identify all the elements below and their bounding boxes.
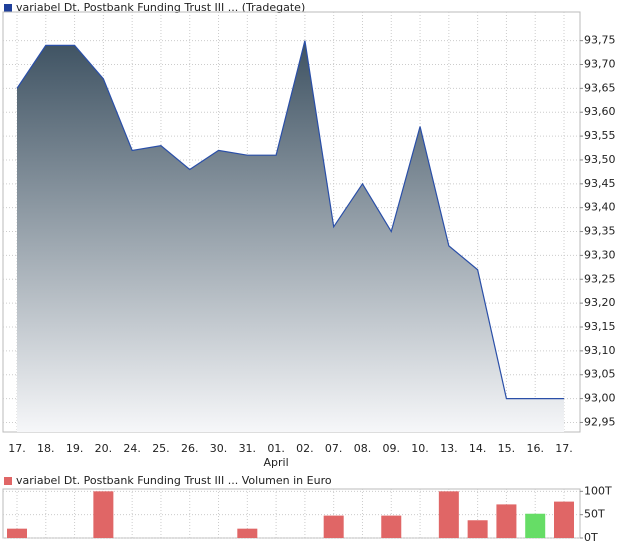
plot-frame <box>2 488 581 539</box>
line <box>16 40 564 400</box>
x-tick-label: 24. <box>123 442 141 455</box>
x-tick-label: 19. <box>66 442 84 455</box>
x-tick-label: 30. <box>210 442 228 455</box>
y-tick-label: 50T <box>584 508 605 521</box>
legend-swatch <box>4 4 12 12</box>
x-tick-label: 26. <box>181 442 199 455</box>
bar <box>323 515 344 538</box>
y-tick-label: 93,05 <box>584 368 616 381</box>
x-tick-label: 16. <box>526 442 544 455</box>
bar <box>7 528 27 538</box>
bar <box>93 491 114 538</box>
bar <box>525 513 546 538</box>
legend-label: variabel Dt. Postbank Funding Trust III … <box>16 1 305 14</box>
bar <box>237 528 258 538</box>
x-tick-label: 20. <box>95 442 113 455</box>
y-tick-label: 93,35 <box>584 225 616 238</box>
y-tick-label: 93,10 <box>584 344 616 357</box>
x-tick-label: 09. <box>383 442 401 455</box>
y-tick-label: 93,25 <box>584 272 616 285</box>
y-tick-label: 93,40 <box>584 201 616 214</box>
y-tick-label: 0T <box>584 531 598 544</box>
y-tick-label: 93,55 <box>584 129 616 142</box>
x-tick-label: 17. <box>8 442 26 455</box>
y-tick-label: 93,30 <box>584 248 616 261</box>
bar <box>438 491 459 538</box>
x-tick-label: 14. <box>469 442 487 455</box>
x-tick-label: 10. <box>411 442 429 455</box>
legend-label: variabel Dt. Postbank Funding Trust III … <box>16 474 332 487</box>
x-tick-label: 31. <box>239 442 257 455</box>
x-tick-label: 01. <box>267 442 285 455</box>
y-tick-label: 93,70 <box>584 58 616 71</box>
bar <box>496 504 517 538</box>
bar <box>381 515 402 538</box>
y-tick-label: 93,20 <box>584 296 616 309</box>
x-tick-label: 15. <box>498 442 516 455</box>
y-tick-label: 93,65 <box>584 81 616 94</box>
y-tick-label: 93,60 <box>584 105 616 118</box>
y-tick-label: 100T <box>584 484 612 497</box>
area <box>17 40 564 433</box>
x-tick-label: 18. <box>37 442 55 455</box>
x-tick-label: 08. <box>354 442 372 455</box>
legend-swatch <box>4 477 12 485</box>
y-tick-label: 92,95 <box>584 415 616 428</box>
x-tick-label: 17. <box>555 442 573 455</box>
x-tick-label: 07. <box>325 442 343 455</box>
bar <box>467 520 488 538</box>
y-tick-label: 93,00 <box>584 392 616 405</box>
y-tick-label: 93,50 <box>584 153 616 166</box>
y-tick-label: 93,75 <box>584 34 616 47</box>
y-tick-label: 93,45 <box>584 177 616 190</box>
bar <box>554 501 574 538</box>
month-label: April <box>264 456 289 469</box>
x-tick-label: 25. <box>152 442 170 455</box>
x-tick-label: 13. <box>440 442 458 455</box>
x-tick-label: 02. <box>296 442 314 455</box>
y-tick-label: 93,15 <box>584 320 616 333</box>
